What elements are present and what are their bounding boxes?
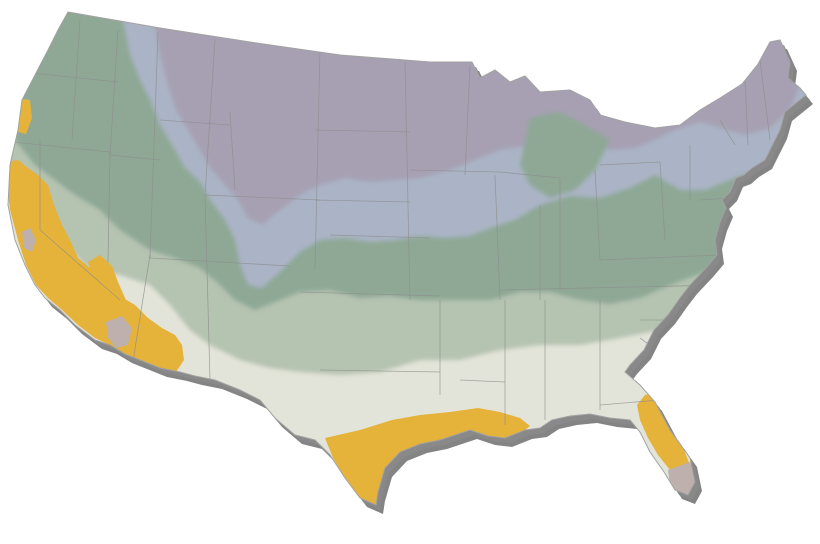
zone-hot-mauve-desert [106,316,132,348]
zone-yellow-arizona [88,255,132,322]
zone-cold-purple [150,12,800,225]
zone-yellow-gulf [325,408,530,505]
hardiness-zones [8,12,806,505]
state-borders [11,19,771,425]
zone-hot-mauve-california [22,228,36,252]
zone-hot-mauve-florida [668,462,698,498]
zone-yellow-florida [637,392,695,485]
